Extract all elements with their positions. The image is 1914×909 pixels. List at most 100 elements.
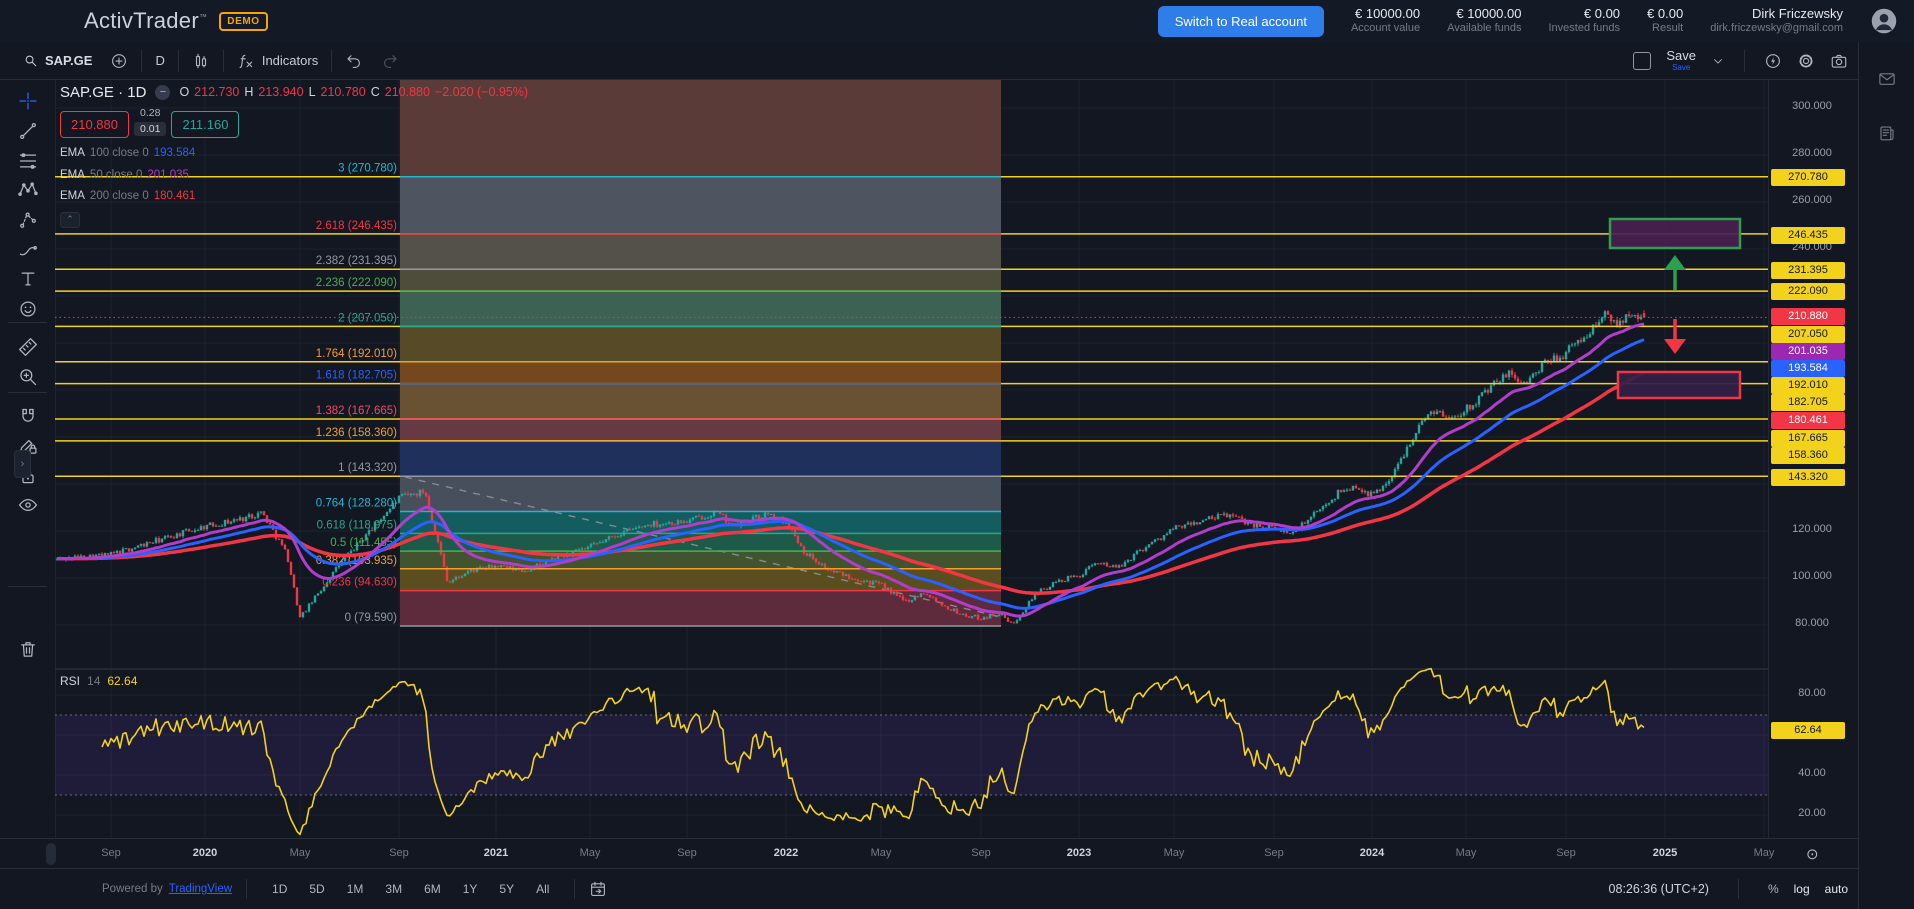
svg-text:2.382 (231.395): 2.382 (231.395) xyxy=(316,255,397,267)
price-tick: 100.000 xyxy=(1792,570,1832,582)
legend-symbol[interactable]: SAP.GE · 1D xyxy=(60,84,147,101)
indicators-button[interactable]: Indicators xyxy=(228,52,327,70)
time-tick: Sep xyxy=(1264,847,1284,859)
time-tick: Sep xyxy=(971,847,991,859)
redo-icon xyxy=(381,52,399,70)
mail-icon[interactable] xyxy=(1878,70,1896,88)
divider xyxy=(141,49,143,72)
tool-emoji[interactable] xyxy=(12,295,43,323)
tool-ruler[interactable] xyxy=(12,333,43,361)
chart-style-button[interactable] xyxy=(183,52,219,70)
price-tick: 80.000 xyxy=(1795,617,1829,629)
price-badge: 180.461 xyxy=(1771,412,1845,429)
ema-legend-row[interactable]: EMA 50 close 0 201.035 xyxy=(60,168,189,181)
collapse-legend-button[interactable]: ⌃ xyxy=(60,211,80,228)
divider xyxy=(331,49,333,72)
price-badge: 201.035 xyxy=(1771,343,1845,360)
app-logo: ActivTrader™ xyxy=(84,8,208,33)
tool-zoom-in[interactable] xyxy=(12,363,43,391)
price-badge: 192.010 xyxy=(1771,377,1845,394)
tool-fib-retracement[interactable] xyxy=(12,147,43,175)
tool-xabcd-pattern[interactable] xyxy=(12,176,43,204)
avatar[interactable] xyxy=(1870,7,1898,35)
expand-toolbar-tab[interactable]: › xyxy=(14,450,31,478)
time-tick: Sep xyxy=(101,847,121,859)
divider xyxy=(222,49,224,72)
timeframe-5y[interactable]: 5Y xyxy=(499,882,515,896)
layout-select-button[interactable] xyxy=(1633,51,1652,70)
timeframe-1y[interactable]: 1Y xyxy=(462,882,478,896)
timeframe-all[interactable]: All xyxy=(536,882,550,896)
tool-magnet[interactable] xyxy=(12,403,43,431)
save-button[interactable]: Save Save xyxy=(1666,48,1696,72)
timeframe-1m[interactable]: 1M xyxy=(346,882,364,896)
time-axis[interactable]: Sep 2020 May Sep 2021 May Sep 2022 May Sep 2023 May… xyxy=(0,838,1858,868)
compare-add-button[interactable] xyxy=(101,52,137,70)
tool-hide-all[interactable] xyxy=(12,491,43,519)
timeframe-3m[interactable]: 3M xyxy=(385,882,403,896)
plus-circle-icon xyxy=(110,52,128,70)
minus-icon[interactable]: − xyxy=(155,85,171,100)
percent-scale-button[interactable]: % xyxy=(1767,882,1779,896)
news-icon[interactable] xyxy=(1878,124,1896,142)
switch-to-real-account-button[interactable]: Switch to Real account xyxy=(1157,5,1324,37)
symbol-search[interactable]: SAP.GE xyxy=(14,53,101,68)
price-chart-canvas[interactable]: 3 (270.780) 2.618 (246.435) 2.382 (231.395… xyxy=(55,80,1768,838)
price-badge: 193.584 xyxy=(1771,360,1845,377)
undo-button[interactable] xyxy=(336,52,372,70)
chevron-down-icon[interactable] xyxy=(1711,54,1725,68)
price-badge: 143.320 xyxy=(1771,469,1845,486)
tool-trend-line[interactable] xyxy=(12,117,43,145)
timeframe-6m[interactable]: 6M xyxy=(424,882,441,896)
price-badge: 231.395 xyxy=(1771,262,1845,279)
time-tick: 2023 xyxy=(1066,847,1092,859)
time-tick: 2020 xyxy=(192,847,218,859)
svg-text:2 (207.050): 2 (207.050) xyxy=(338,312,397,324)
svg-text:2.236 (222.090): 2.236 (222.090) xyxy=(316,277,397,289)
clock: 08:26:36 (UTC+2) xyxy=(1608,882,1709,896)
redo-button[interactable] xyxy=(372,52,408,70)
divider xyxy=(8,586,47,587)
interval-button[interactable]: D xyxy=(155,53,165,68)
buy-button[interactable]: 211.160 xyxy=(171,111,240,138)
camera-icon[interactable] xyxy=(1830,52,1848,70)
sell-button[interactable]: 210.880 xyxy=(60,111,129,138)
time-tick: 2025 xyxy=(1652,847,1678,859)
tool-crosshair[interactable] xyxy=(12,87,43,115)
rsi-legend: RSI 14 62.64 xyxy=(60,674,138,688)
timeframe-1d[interactable]: 1D xyxy=(272,882,288,896)
time-tick: May xyxy=(1753,847,1775,859)
tool-brush[interactable] xyxy=(12,236,43,264)
go-to-date-icon[interactable] xyxy=(589,880,607,898)
user-name: Dirk Friczewsky xyxy=(1752,6,1843,21)
axis-settings-icon[interactable]: ⊙ xyxy=(1806,846,1819,863)
svg-text:3 (270.780): 3 (270.780) xyxy=(338,163,397,175)
ema-legend-row[interactable]: EMA 100 close 0 193.584 xyxy=(60,147,196,159)
account-stat: € 10000.00 Available funds xyxy=(1447,6,1522,35)
tool-trash[interactable] xyxy=(12,635,43,663)
time-tick: May xyxy=(1455,847,1477,859)
tool-forecast[interactable] xyxy=(12,206,43,234)
tool-text-tool[interactable] xyxy=(12,265,43,293)
tradingview-link[interactable]: TradingView xyxy=(168,883,233,895)
divider xyxy=(246,879,248,899)
price-tick: 240.000 xyxy=(1792,241,1832,253)
auto-scale-button[interactable]: auto xyxy=(1824,882,1848,896)
symbol-label: SAP.GE xyxy=(45,53,93,68)
price-tick: 280.000 xyxy=(1792,147,1832,159)
timeframe-5d[interactable]: 5D xyxy=(309,882,325,896)
chart-legend: SAP.GE · 1D − O 212.730 H 213.940 L 210.780 C 2… xyxy=(60,85,528,228)
svg-text:1.764 (192.010): 1.764 (192.010) xyxy=(316,348,397,360)
ema-legend-row[interactable]: EMA 200 close 0 180.461 xyxy=(60,190,196,202)
panel-collapse-tab[interactable] xyxy=(46,843,56,865)
time-tick: 2022 xyxy=(773,847,799,859)
gear-icon[interactable] xyxy=(1797,52,1815,70)
rsi-tick: 40.00 xyxy=(1798,767,1826,779)
divider xyxy=(8,322,47,323)
price-tick: 120.000 xyxy=(1792,523,1832,535)
price-axis[interactable]: 300.000280.000260.000240.000140.000120.0… xyxy=(1768,80,1859,838)
log-scale-button[interactable]: log xyxy=(1793,882,1810,896)
price-badge: 270.780 xyxy=(1771,169,1845,186)
quick-trade-icon[interactable] xyxy=(1764,52,1782,70)
user-email: dirk.friczewsky@gmail.com xyxy=(1710,22,1843,35)
